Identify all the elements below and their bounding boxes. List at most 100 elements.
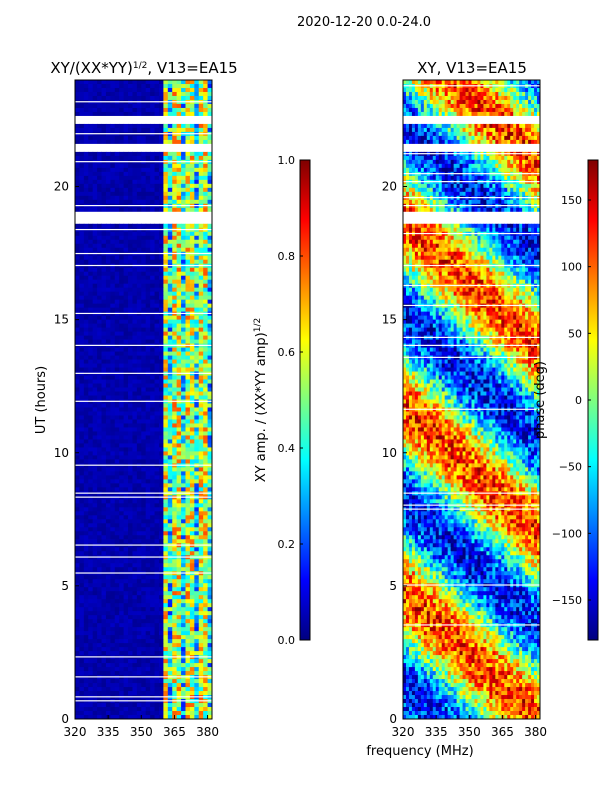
heatmap-cell [92, 447, 98, 452]
heatmap-cell [176, 687, 182, 692]
heatmap-cell [110, 507, 116, 512]
heatmap-cell [88, 327, 94, 333]
heatmap-cell [132, 331, 138, 337]
heatmap-cell [119, 595, 125, 600]
heatmap-cell [194, 391, 200, 397]
heatmap-cell [75, 467, 80, 472]
heatmap-cell [132, 411, 138, 416]
heatmap-cell [101, 475, 107, 480]
heatmap-cell [154, 267, 160, 273]
heatmap-cell [203, 167, 209, 173]
heatmap-cell [185, 407, 191, 412]
heatmap-cell [136, 175, 142, 181]
heatmap-cell [150, 591, 156, 596]
heatmap-row [75, 107, 213, 113]
heatmap-cell [110, 111, 116, 117]
heatmap-cell [88, 303, 94, 309]
heatmap-cell [203, 80, 209, 85]
heatmap-cell [176, 395, 182, 400]
heatmap-cell [163, 451, 169, 456]
heatmap-cell [203, 151, 209, 157]
heatmap-cell [163, 183, 169, 189]
heatmap-cell [119, 247, 125, 253]
heatmap-cell [114, 619, 120, 624]
heatmap-cell [119, 603, 125, 608]
heatmap-cell [207, 499, 213, 504]
heatmap-cell [198, 407, 204, 412]
heatmap-cell [172, 419, 178, 424]
heatmap-cell [176, 191, 182, 197]
heatmap-cell [203, 403, 209, 408]
heatmap-cell [83, 207, 89, 213]
heatmap-row [75, 411, 213, 416]
heatmap-cell [75, 271, 80, 277]
heatmap-cell [128, 199, 133, 205]
heatmap-cell [79, 411, 85, 416]
heatmap-cell [132, 503, 138, 508]
heatmap-cell [75, 535, 80, 540]
heatmap-cell [92, 255, 98, 261]
heatmap-cell [181, 307, 186, 313]
heatmap-cell [176, 651, 182, 656]
heatmap-cell [119, 607, 125, 612]
heatmap-cell [75, 667, 80, 672]
heatmap-cell [132, 183, 138, 189]
heatmap-cell [141, 195, 147, 201]
heatmap-cell [167, 627, 173, 632]
heatmap-cell [158, 507, 164, 512]
heatmap-cell [132, 319, 138, 325]
heatmap-cell [203, 535, 209, 540]
heatmap-cell [83, 199, 89, 205]
heatmap-cell [88, 479, 94, 484]
heatmap-cell [79, 163, 85, 169]
heatmap-cell [150, 80, 156, 85]
heatmap-cell [172, 411, 178, 416]
heatmap-cell [123, 127, 129, 133]
heatmap-cell [88, 663, 94, 668]
heatmap-cell [128, 275, 133, 281]
heatmap-cell [207, 207, 213, 213]
heatmap-cell [203, 623, 209, 628]
heatmap-cell [97, 231, 103, 237]
heatmap-cell [141, 499, 147, 504]
heatmap-cell [128, 455, 133, 460]
heatmap-cell [83, 80, 89, 85]
heatmap-row [75, 635, 213, 640]
heatmap-cell [79, 103, 85, 109]
heatmap-cell [136, 95, 142, 101]
heatmap-cell [123, 691, 129, 696]
heatmap-cell [114, 683, 120, 688]
heatmap-cell [141, 383, 147, 389]
heatmap-cell [105, 207, 111, 213]
heatmap-cell [194, 455, 200, 460]
heatmap-cell [163, 303, 169, 309]
heatmap-cell [119, 379, 125, 385]
heatmap-cell [194, 419, 200, 424]
heatmap-cell [181, 279, 186, 285]
heatmap-cell [181, 191, 186, 197]
heatmap-cell [128, 111, 133, 117]
heatmap-row [75, 683, 213, 688]
heatmap-cell [132, 459, 138, 464]
heatmap-cell [189, 127, 195, 133]
heatmap-cell [101, 363, 107, 369]
heatmap-cell [163, 579, 169, 584]
heatmap-cell [83, 603, 89, 608]
heatmap-cell [172, 95, 178, 101]
heatmap-cell [101, 595, 107, 600]
heatmap-cell [136, 387, 142, 393]
heatmap-cell [158, 307, 164, 313]
heatmap-cell [83, 527, 89, 532]
heatmap-cell [110, 635, 116, 640]
heatmap-cell [101, 123, 107, 129]
heatmap-cell [105, 599, 111, 604]
heatmap-cell [83, 627, 89, 632]
heatmap-cell [110, 691, 116, 696]
heatmap-cell [203, 207, 209, 213]
heatmap-cell [203, 171, 209, 177]
heatmap-cell [75, 127, 80, 133]
heatmap-cell [79, 511, 85, 516]
heatmap-row [75, 135, 213, 141]
heatmap-cell [97, 255, 103, 261]
heatmap-cell [158, 663, 164, 668]
